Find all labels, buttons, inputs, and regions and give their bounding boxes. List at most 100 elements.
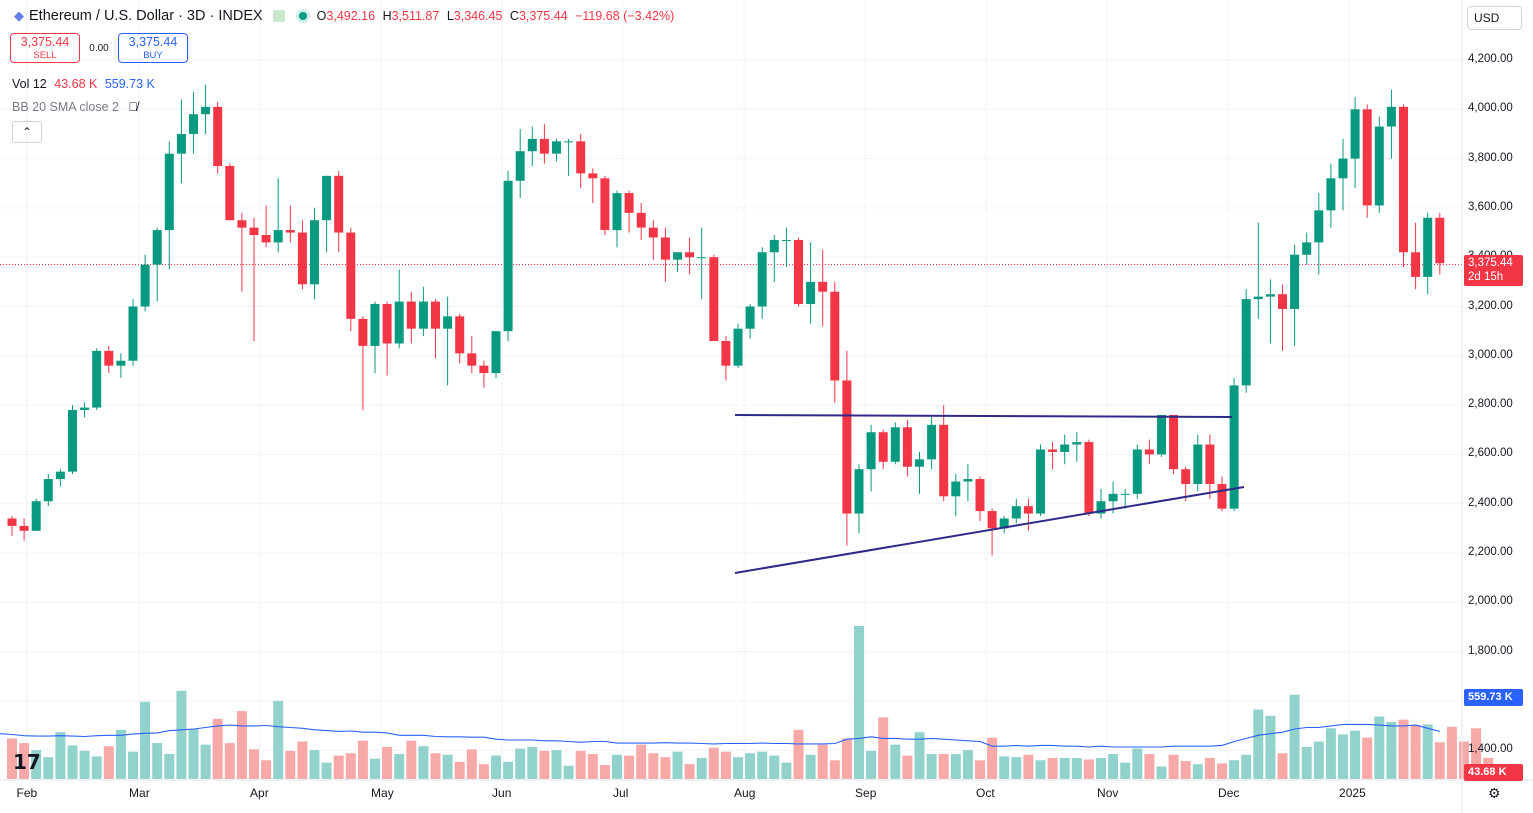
volume-bar bbox=[1023, 754, 1034, 779]
candle bbox=[261, 205, 271, 248]
candle bbox=[1023, 498, 1033, 531]
close-label: C bbox=[509, 9, 519, 23]
symbol-title[interactable]: Ethereum / U.S. Dollar · 3D · INDEX bbox=[29, 8, 263, 24]
candle bbox=[104, 345, 114, 374]
candle-body bbox=[116, 360, 126, 366]
candle bbox=[1144, 439, 1154, 465]
candle-body bbox=[1350, 109, 1360, 159]
bb-indicator-legend[interactable]: BB 20 SMA close 2 👁̸ bbox=[12, 100, 138, 114]
sell-button[interactable]: 3,375.44 SELL bbox=[10, 33, 80, 63]
candle-body bbox=[636, 212, 646, 228]
volume-bars bbox=[7, 626, 1506, 779]
volume-bar bbox=[1132, 748, 1143, 779]
price-tick-label: 2,400.00 bbox=[1468, 496, 1513, 509]
volume-bar bbox=[745, 753, 756, 779]
candle bbox=[479, 360, 489, 388]
volume-bar bbox=[1217, 763, 1227, 779]
volume-bar bbox=[975, 760, 985, 779]
volume-bar bbox=[19, 743, 30, 779]
currency-selector[interactable]: USD bbox=[1467, 6, 1522, 30]
volume-bar bbox=[1083, 759, 1094, 779]
candle-body bbox=[1241, 299, 1251, 386]
candle-body bbox=[1132, 449, 1142, 494]
volume-bar bbox=[491, 755, 501, 779]
volume-bar bbox=[551, 750, 562, 779]
candle-body bbox=[854, 469, 864, 514]
volume-bar bbox=[55, 732, 66, 779]
candle-body bbox=[515, 151, 525, 181]
candle-body bbox=[249, 227, 259, 236]
candle bbox=[648, 220, 658, 260]
candle bbox=[55, 469, 65, 487]
gear-icon[interactable]: ⚙ bbox=[1488, 785, 1501, 801]
eye-off-icon[interactable]: 👁̸ bbox=[128, 100, 138, 114]
candle bbox=[80, 402, 90, 418]
volume-bar bbox=[769, 755, 780, 779]
volume-bar bbox=[1398, 719, 1409, 779]
volume-bar bbox=[575, 750, 586, 779]
volume-bar bbox=[418, 746, 429, 779]
candle-body bbox=[128, 306, 138, 361]
candle-body bbox=[189, 114, 198, 134]
volume-bar bbox=[914, 732, 925, 779]
candle-body bbox=[1326, 178, 1336, 211]
volume-ma-tag: 559.73 K bbox=[1464, 689, 1523, 706]
volume-bar bbox=[1386, 722, 1397, 779]
buy-button[interactable]: 3,375.44 BUY bbox=[118, 33, 188, 63]
candle-body bbox=[1120, 493, 1130, 495]
candle-body bbox=[612, 193, 622, 231]
candle bbox=[249, 217, 259, 342]
volume-bar bbox=[309, 750, 320, 779]
volume-bar bbox=[79, 750, 90, 779]
candle-body bbox=[1217, 483, 1227, 509]
candle bbox=[346, 227, 356, 332]
candle bbox=[1374, 116, 1384, 213]
resistance-trendline[interactable] bbox=[734, 414, 1233, 418]
volume-bar bbox=[805, 754, 816, 779]
candle bbox=[818, 249, 828, 327]
price-tick-label: 2,200.00 bbox=[1468, 546, 1513, 558]
time-tick-label: May bbox=[371, 786, 394, 800]
time-tick-label: Dec bbox=[1218, 786, 1240, 800]
volume-indicator-legend[interactable]: Vol 12 43.68 K 559.73 K bbox=[12, 77, 155, 91]
candle-body bbox=[915, 459, 924, 467]
tradingview-logo-icon[interactable]: 17 bbox=[13, 750, 41, 774]
candle bbox=[128, 299, 138, 366]
candle bbox=[527, 126, 537, 166]
candle bbox=[1326, 163, 1336, 228]
candle bbox=[1060, 434, 1070, 465]
volume-value-tag: 43.68 K bbox=[1464, 764, 1523, 781]
candle bbox=[1350, 96, 1360, 189]
candle-body bbox=[334, 175, 344, 233]
candle bbox=[455, 313, 465, 364]
candle-body bbox=[1374, 126, 1384, 206]
volume-bar bbox=[212, 718, 223, 779]
price-tick-label: 2,600.00 bbox=[1468, 447, 1513, 460]
volume-bar bbox=[1192, 764, 1203, 779]
volume-bar bbox=[1289, 694, 1300, 779]
candle bbox=[1072, 432, 1082, 462]
last-price-tag: 3,375.44 2d 15h bbox=[1464, 255, 1523, 286]
candle bbox=[92, 348, 102, 411]
support-trendline[interactable] bbox=[734, 486, 1245, 574]
volume-bar bbox=[466, 749, 477, 779]
volume-bar bbox=[854, 626, 864, 779]
candle-body bbox=[721, 341, 731, 366]
volume-bar bbox=[950, 754, 961, 779]
candle bbox=[1084, 439, 1094, 517]
volume-bar bbox=[430, 753, 441, 779]
candle bbox=[1423, 212, 1433, 295]
volume-bar bbox=[1096, 757, 1106, 779]
collapse-legend-button[interactable]: ⌃ bbox=[12, 121, 42, 143]
candle-body bbox=[322, 175, 332, 221]
candle-body bbox=[358, 318, 368, 346]
volume-bar bbox=[890, 744, 901, 779]
price-tick-label: 3,000.00 bbox=[1468, 348, 1513, 361]
bb-indicator-label: BB 20 SMA close 2 bbox=[12, 100, 120, 114]
candle-body bbox=[939, 424, 949, 497]
candle bbox=[915, 451, 924, 494]
candle bbox=[624, 190, 634, 233]
volume-bar bbox=[140, 701, 151, 779]
volume-bar bbox=[987, 737, 998, 779]
